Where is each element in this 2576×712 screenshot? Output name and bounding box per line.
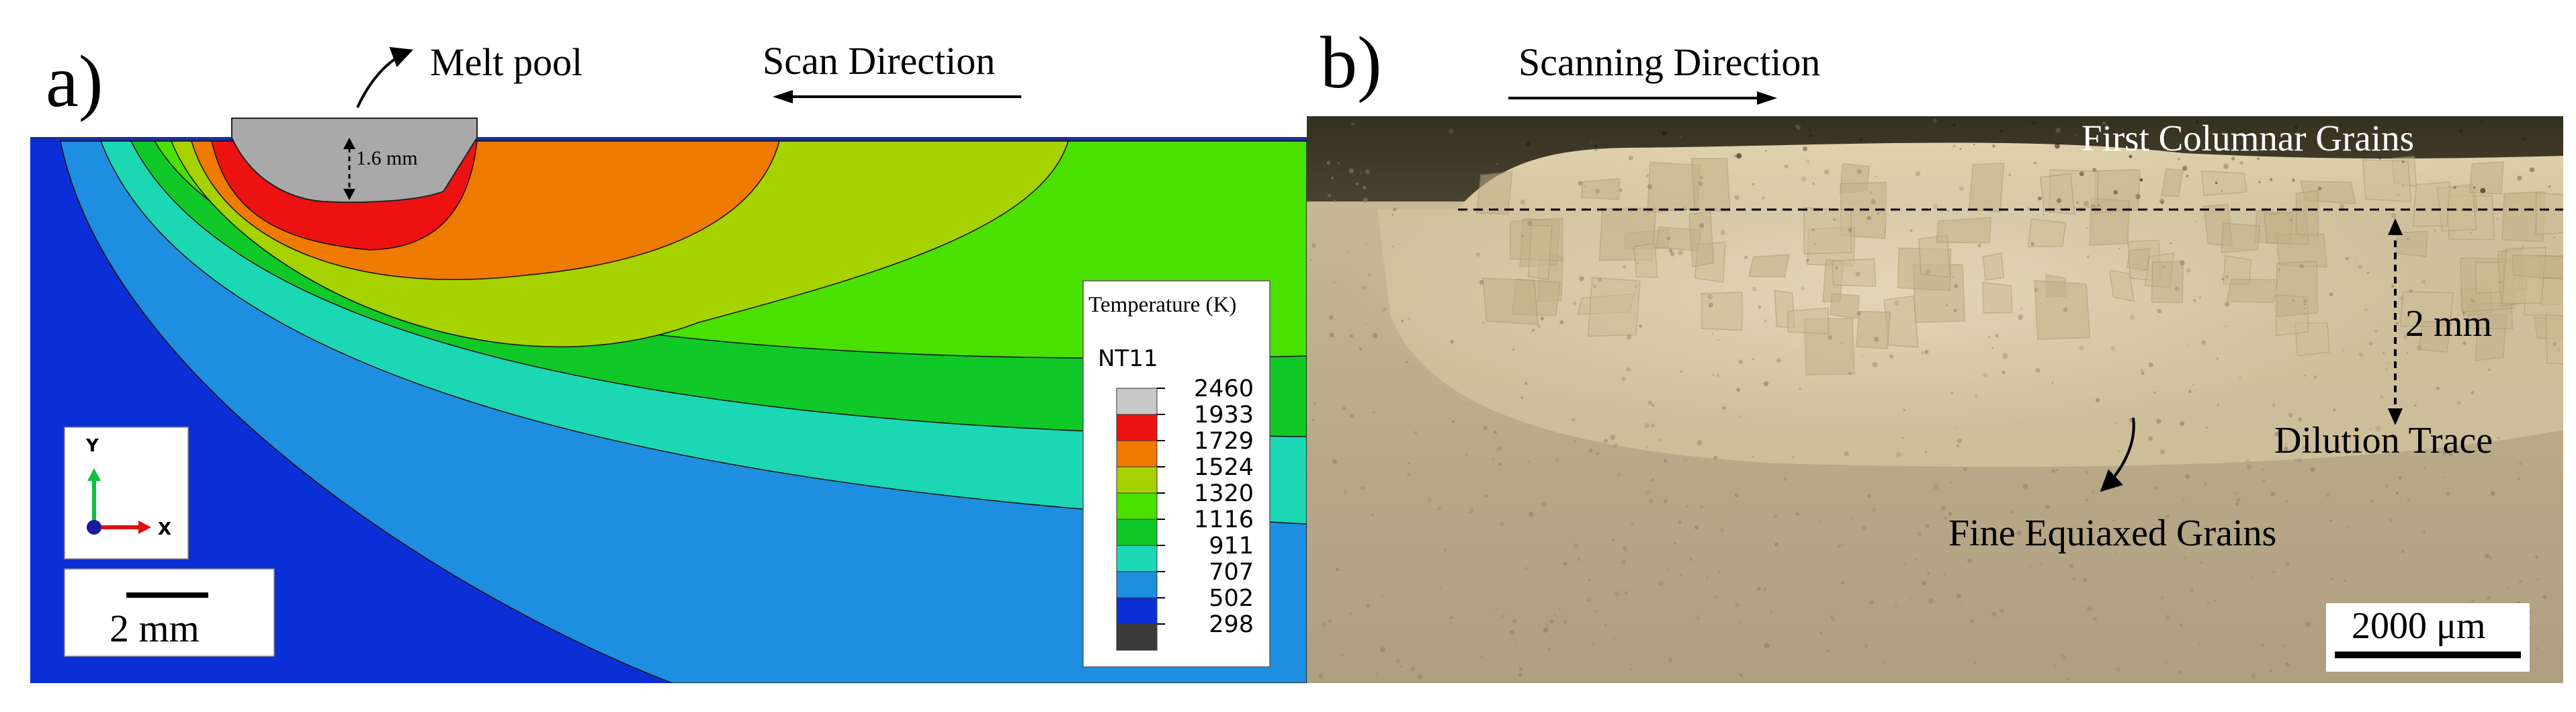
legend-level-1320: 1320 bbox=[1194, 480, 1254, 507]
scale-bar-b: 2000 μm bbox=[2326, 603, 2530, 672]
dilution-trace-label: Dilution Trace bbox=[2274, 420, 2493, 461]
dilution-dimension: 2 mm bbox=[2388, 218, 2492, 425]
scan-direction-arrow bbox=[773, 90, 1021, 103]
dilution-dimension-label: 2 mm bbox=[2405, 303, 2492, 345]
y-axis-arrow-icon bbox=[87, 468, 101, 481]
scale-bar-a-label: 2 mm bbox=[110, 607, 200, 650]
scale-bar-b-label: 2000 μm bbox=[2352, 605, 2486, 647]
first-columnar-grains-label: First Columnar Grains bbox=[2081, 118, 2414, 159]
legend-level-1524: 1524 bbox=[1194, 454, 1254, 481]
legend-level-298: 298 bbox=[1209, 611, 1254, 638]
legend-swatch-5 bbox=[1116, 519, 1158, 546]
scale-bar-a: 2 mm bbox=[64, 568, 275, 657]
columnar-grains bbox=[1475, 155, 2563, 375]
melt-pool-label: Melt pool bbox=[430, 40, 583, 84]
melt-depth-label: 1.6 mm bbox=[356, 147, 418, 169]
legend-swatch-9 bbox=[1116, 623, 1158, 651]
panel-b-label: b) bbox=[1320, 21, 1382, 103]
legend-swatch-2 bbox=[1116, 440, 1158, 468]
z-axis-dot-icon bbox=[87, 520, 101, 535]
scanning-direction-label: Scanning Direction bbox=[1518, 40, 1820, 84]
legend-swatch-4 bbox=[1116, 492, 1158, 520]
legend-level-707: 707 bbox=[1209, 559, 1254, 586]
legend-title: Temperature (K) bbox=[1088, 293, 1236, 317]
fine-equiaxed-grains-label: Fine Equiaxed Grains bbox=[1948, 513, 2276, 554]
axis-y-label: Y bbox=[85, 436, 99, 456]
legend-swatch-1 bbox=[1116, 414, 1158, 441]
legend-level-1729: 1729 bbox=[1194, 428, 1254, 455]
legend-swatch-7 bbox=[1116, 571, 1158, 598]
panel-a: 1.6 mm Melt pool Scan Direction a) Y X 2… bbox=[30, 39, 1307, 683]
axis-triad: Y X bbox=[64, 427, 189, 560]
legend-swatch-3 bbox=[1116, 466, 1158, 494]
legend-swatch-0 bbox=[1116, 388, 1158, 415]
legend-level-1116: 1116 bbox=[1194, 506, 1254, 533]
panel-a-label: a) bbox=[46, 40, 103, 122]
melt-pool-region bbox=[231, 118, 478, 204]
legend-swatches bbox=[1116, 388, 1158, 651]
melt-pool-arrow bbox=[356, 47, 414, 108]
legend-swatch-6 bbox=[1116, 545, 1158, 572]
legend-level-502: 502 bbox=[1209, 585, 1254, 612]
legend-variable: NT11 bbox=[1098, 345, 1158, 372]
melt-depth-dimension: 1.6 mm bbox=[343, 138, 418, 200]
panel-b: b) Scanning Direction First Columnar Gra… bbox=[1307, 21, 2563, 683]
legend-level-1933: 1933 bbox=[1194, 402, 1254, 429]
fine-equiaxed-arrow bbox=[2100, 417, 2135, 492]
scanning-direction-arrow bbox=[1508, 91, 1777, 105]
legend-level-911: 911 bbox=[1209, 533, 1254, 560]
scan-direction-label: Scan Direction bbox=[763, 39, 995, 83]
legend-swatch-8 bbox=[1116, 597, 1158, 625]
micrograph bbox=[1307, 116, 2563, 683]
axis-x-label: X bbox=[158, 519, 171, 539]
legend-level-2460: 2460 bbox=[1194, 375, 1254, 402]
microstructure-speckle bbox=[1310, 118, 2560, 680]
x-axis-arrow-icon bbox=[138, 521, 151, 534]
temperature-legend: Temperature (K) NT11 2460193317291524132… bbox=[1082, 280, 1271, 668]
